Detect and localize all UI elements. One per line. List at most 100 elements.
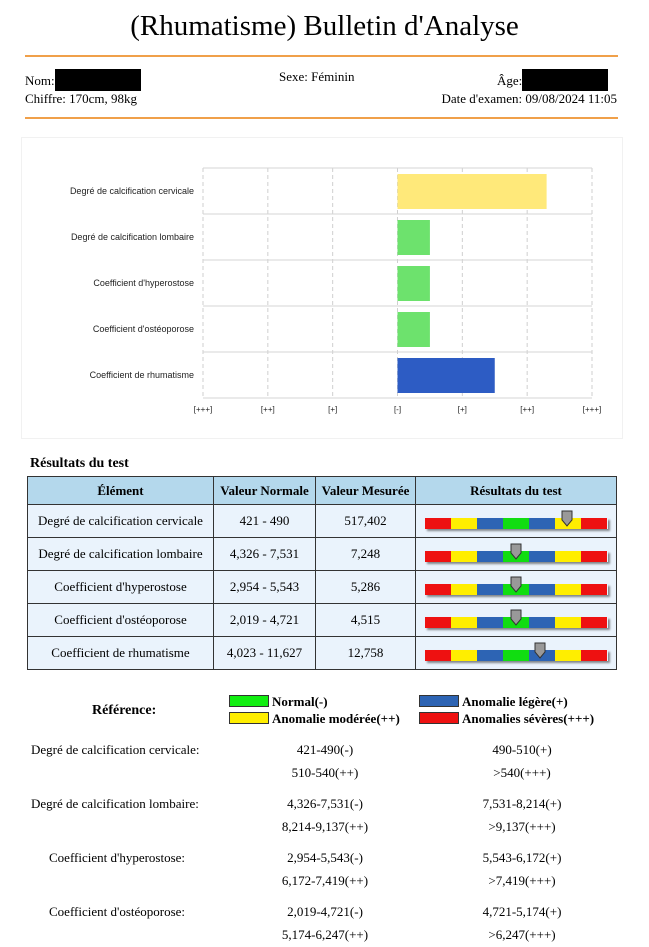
legend-light: Anomalie légère(+) xyxy=(419,694,568,710)
redacted-name xyxy=(54,69,141,91)
legend-label-normal: Normal(-) xyxy=(272,694,328,709)
tick-label: [-] xyxy=(394,405,401,414)
scale-segment xyxy=(555,550,582,562)
scale-segment xyxy=(529,550,556,562)
reference-item-name: Coefficient d'ostéoporose: xyxy=(49,904,186,919)
scale-segment xyxy=(529,616,556,628)
scale-segment xyxy=(450,517,477,529)
bar-chart-svg: Degré de calcification cervicale Degré de… xyxy=(70,167,601,414)
result-marker-icon xyxy=(510,576,522,593)
cell-result-scale xyxy=(415,603,617,637)
reference-severe-range: >540(+++) xyxy=(493,765,551,780)
cell-normal-range: 2,019 - 4,721 xyxy=(213,603,316,637)
reference-moderate-range: 510-540(++) xyxy=(291,765,359,780)
cell-element: Coefficient de rhumatisme xyxy=(27,636,214,670)
scale-segment xyxy=(581,550,608,562)
legend-swatch-severe xyxy=(419,712,459,724)
result-marker-icon xyxy=(534,642,546,659)
header-measured: Valeur Mesurée xyxy=(315,476,416,505)
legend-label-moderate: Anomalie modérée(++) xyxy=(272,711,400,726)
reference-light-range: 4,721-5,174(+) xyxy=(482,904,562,919)
scale-segment xyxy=(424,649,451,661)
cell-element: Coefficient d'ostéoporose xyxy=(27,603,214,637)
tick-label: [+++] xyxy=(583,405,601,414)
result-marker-icon xyxy=(510,609,522,626)
cell-normal-range: 421 - 490 xyxy=(213,504,316,538)
tick-label: [+++] xyxy=(194,405,212,414)
patient-name-label: Nom: xyxy=(25,73,55,88)
cell-element: Coefficient d'hyperostose xyxy=(27,570,214,604)
scale-segment xyxy=(581,583,608,595)
scale-segment xyxy=(502,517,530,529)
category-label: Coefficient de rhumatisme xyxy=(90,370,194,380)
category-label: Coefficient d'ostéoporose xyxy=(93,324,194,334)
tick-label: [++] xyxy=(261,405,275,414)
cell-normal-range: 4,023 - 11,627 xyxy=(213,636,316,670)
tick-label: [+] xyxy=(458,405,467,414)
scale-segment xyxy=(424,616,451,628)
cell-measured-value: 517,402 xyxy=(315,504,416,538)
scale-segment xyxy=(529,583,556,595)
table-row: Coefficient d'hyperostose 2,954 - 5,543 5,… xyxy=(27,570,617,604)
scale-segment xyxy=(476,649,503,661)
scale-segment xyxy=(450,616,477,628)
category-label: Degré de calcification cervicale xyxy=(70,186,194,196)
scale-segment xyxy=(555,616,582,628)
reference-item-name: Degré de calcification cervicale: xyxy=(31,742,200,757)
legend-label-light: Anomalie légère(+) xyxy=(462,694,568,709)
reference-normal-range: 421-490(-) xyxy=(296,742,354,757)
header-result: Résultats du test xyxy=(415,476,617,505)
legend-normal: Normal(-) xyxy=(229,694,328,710)
cell-result-scale xyxy=(415,636,617,670)
reference-item-name: Coefficient d'hyperostose: xyxy=(49,850,186,865)
scale-segment xyxy=(450,583,477,595)
patient-name: Nom: xyxy=(25,69,141,91)
reference-light-range: 7,531-8,214(+) xyxy=(482,796,562,811)
result-scale-bar xyxy=(424,576,608,595)
header-normal: Valeur Normale xyxy=(213,476,316,505)
header-top-rule xyxy=(25,55,618,57)
scale-segment xyxy=(502,649,530,661)
legend-moderate: Anomalie modérée(++) xyxy=(229,711,400,727)
scale-segment xyxy=(581,616,608,628)
reference-moderate-range: 8,214-9,137(++) xyxy=(281,819,369,834)
chart-bar xyxy=(397,174,547,209)
cell-result-scale xyxy=(415,570,617,604)
results-section-title: Résultats du test xyxy=(30,456,129,471)
reference-normal-range: 2,019-4,721(-) xyxy=(287,904,363,919)
chart-bar xyxy=(397,358,495,393)
legend-swatch-moderate xyxy=(229,712,269,724)
result-scale-bar xyxy=(424,510,608,529)
cell-measured-value: 4,515 xyxy=(315,603,416,637)
scale-segment xyxy=(450,649,477,661)
scale-segment xyxy=(476,616,503,628)
reference-moderate-range: 6,172-7,419(++) xyxy=(281,873,369,888)
results-header-row: Élément Valeur Normale Valeur Mesurée Ré… xyxy=(27,476,617,505)
results-table: Élément Valeur Normale Valeur Mesurée Ré… xyxy=(27,476,617,670)
reference-moderate-range: 5,174-6,247(++) xyxy=(281,927,369,942)
scale-segment xyxy=(476,550,503,562)
reference-severe-range: >6,247(+++) xyxy=(488,927,556,942)
patient-sex: Sexe: Féminin xyxy=(279,69,355,84)
scale-segment xyxy=(450,550,477,562)
cell-measured-value: 12,758 xyxy=(315,636,416,670)
reference-light-range: 5,543-6,172(+) xyxy=(482,850,562,865)
legend-swatch-normal xyxy=(229,695,269,707)
bar-chart: Degré de calcification cervicale Degré de… xyxy=(22,138,622,438)
reference-normal-range: 2,954-5,543(-) xyxy=(287,850,363,865)
redacted-age xyxy=(522,69,609,91)
scale-segment xyxy=(424,517,451,529)
scale-segment xyxy=(581,649,608,661)
reference-item-name: Degré de calcification lombaire: xyxy=(31,796,199,811)
legend-swatch-light xyxy=(419,695,459,707)
scale-segment xyxy=(424,583,451,595)
cell-result-scale xyxy=(415,504,617,538)
header-element: Élément xyxy=(27,476,214,505)
legend-label-severe: Anomalies sévères(+++) xyxy=(462,711,595,726)
table-row: Degré de calcification lombaire 4,326 - 7… xyxy=(27,537,617,571)
scale-segment xyxy=(529,517,556,529)
patient-age-label: Âge: xyxy=(497,73,523,88)
patient-measurements: Chiffre: 170cm, 98kg xyxy=(25,91,138,106)
scale-segment xyxy=(476,517,503,529)
scale-segment xyxy=(476,583,503,595)
